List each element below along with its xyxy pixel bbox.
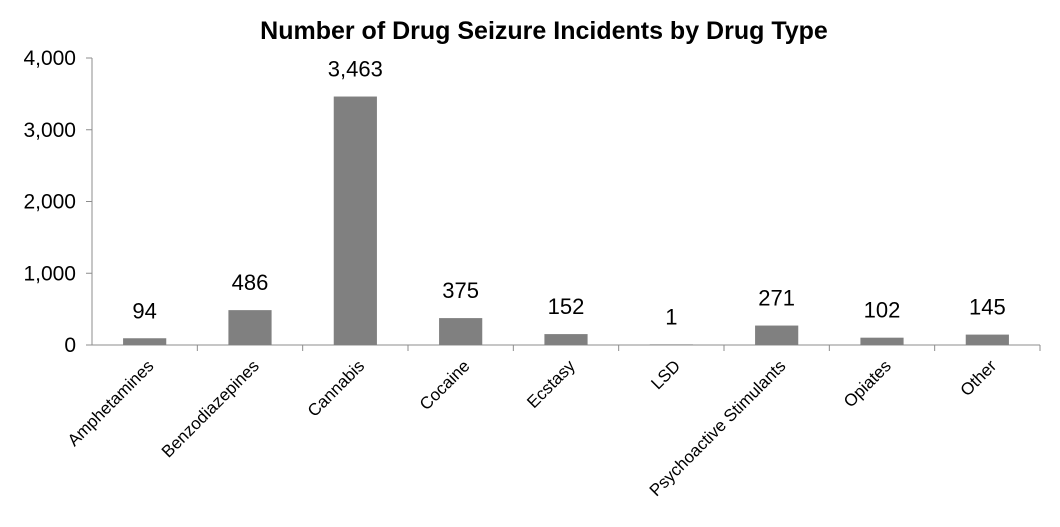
bar-ecstasy <box>544 334 588 345</box>
data-label: 3,463 <box>328 57 383 82</box>
bar-opiates <box>860 337 904 345</box>
x-tick-label: Opiates <box>840 356 895 411</box>
bar-lsd <box>649 344 693 345</box>
x-tick-label: Ecstasy <box>523 356 579 412</box>
data-label: 102 <box>864 298 901 323</box>
data-label: 1 <box>665 304 677 329</box>
bars <box>123 96 1009 345</box>
bar-cannabis <box>333 96 377 345</box>
y-tick-label: 4,000 <box>23 47 76 70</box>
bar-cocaine <box>439 318 483 345</box>
x-axis: Amphetamines Benzodiazepines Cannabis Cocai… <box>64 344 1041 500</box>
data-label: 271 <box>758 286 795 311</box>
bar-amphetamines <box>123 338 167 345</box>
y-tick-label: 0 <box>64 334 76 357</box>
x-tick-label: Cocaine <box>416 356 474 414</box>
data-label: 94 <box>132 298 156 323</box>
y-tick-label: 2,000 <box>23 191 76 214</box>
data-label: 375 <box>442 278 479 303</box>
bar-benzodiazepines <box>228 310 272 345</box>
bar-psychoactive-stimulants <box>755 325 799 345</box>
x-tick-label: Benzodiazepines <box>158 356 263 461</box>
y-tick-label: 3,000 <box>23 119 76 142</box>
bar-other <box>965 334 1009 345</box>
x-tick-label: LSD <box>647 356 684 393</box>
data-label: 486 <box>232 270 269 295</box>
data-labels: 94 486 3,463 375 152 1 271 102 145 <box>132 57 1005 330</box>
x-tick-label: Cannabis <box>304 356 368 420</box>
y-tick-label: 1,000 <box>23 262 76 285</box>
x-tick-label: Other <box>957 356 1001 400</box>
x-tick-label: Amphetamines <box>64 356 158 450</box>
data-label: 152 <box>548 294 585 319</box>
chart-title: Number of Drug Seizure Incidents by Drug… <box>260 17 828 45</box>
y-axis: 0 1,000 2,000 3,000 4,000 <box>23 47 93 357</box>
data-label: 145 <box>969 295 1006 320</box>
